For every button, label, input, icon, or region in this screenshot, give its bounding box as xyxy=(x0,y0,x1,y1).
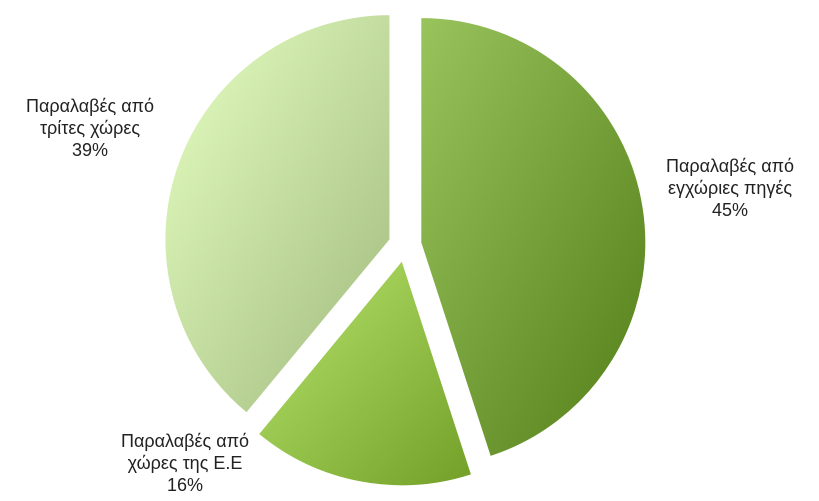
slice-label-line: Παραλαβές από xyxy=(120,431,250,451)
pie-slice-third-countries xyxy=(164,14,391,414)
slice-percent: 45% xyxy=(711,200,749,220)
slice-label-line: Παραλαβές από xyxy=(25,96,155,116)
pie-slice-domestic xyxy=(420,16,647,458)
slice-percent: 39% xyxy=(71,140,109,160)
slice-label-line: Παραλαβές από xyxy=(665,156,795,176)
slice-label-eu: Παραλαβές από χώρες της Ε.Ε 16% xyxy=(100,430,270,496)
slice-label-line: τρίτες χώρες xyxy=(39,118,141,138)
slice-label-line: χώρες της Ε.Ε xyxy=(127,453,243,473)
pie-slice-eu xyxy=(257,259,473,487)
slice-percent: 16% xyxy=(166,475,204,495)
slice-label-line: εγχώριες πηγές xyxy=(667,178,793,198)
slice-label-domestic: Παραλαβές από εγχώριες πηγές 45% xyxy=(650,155,810,221)
slice-label-third-countries: Παραλαβές από τρίτες χώρες 39% xyxy=(0,95,180,161)
